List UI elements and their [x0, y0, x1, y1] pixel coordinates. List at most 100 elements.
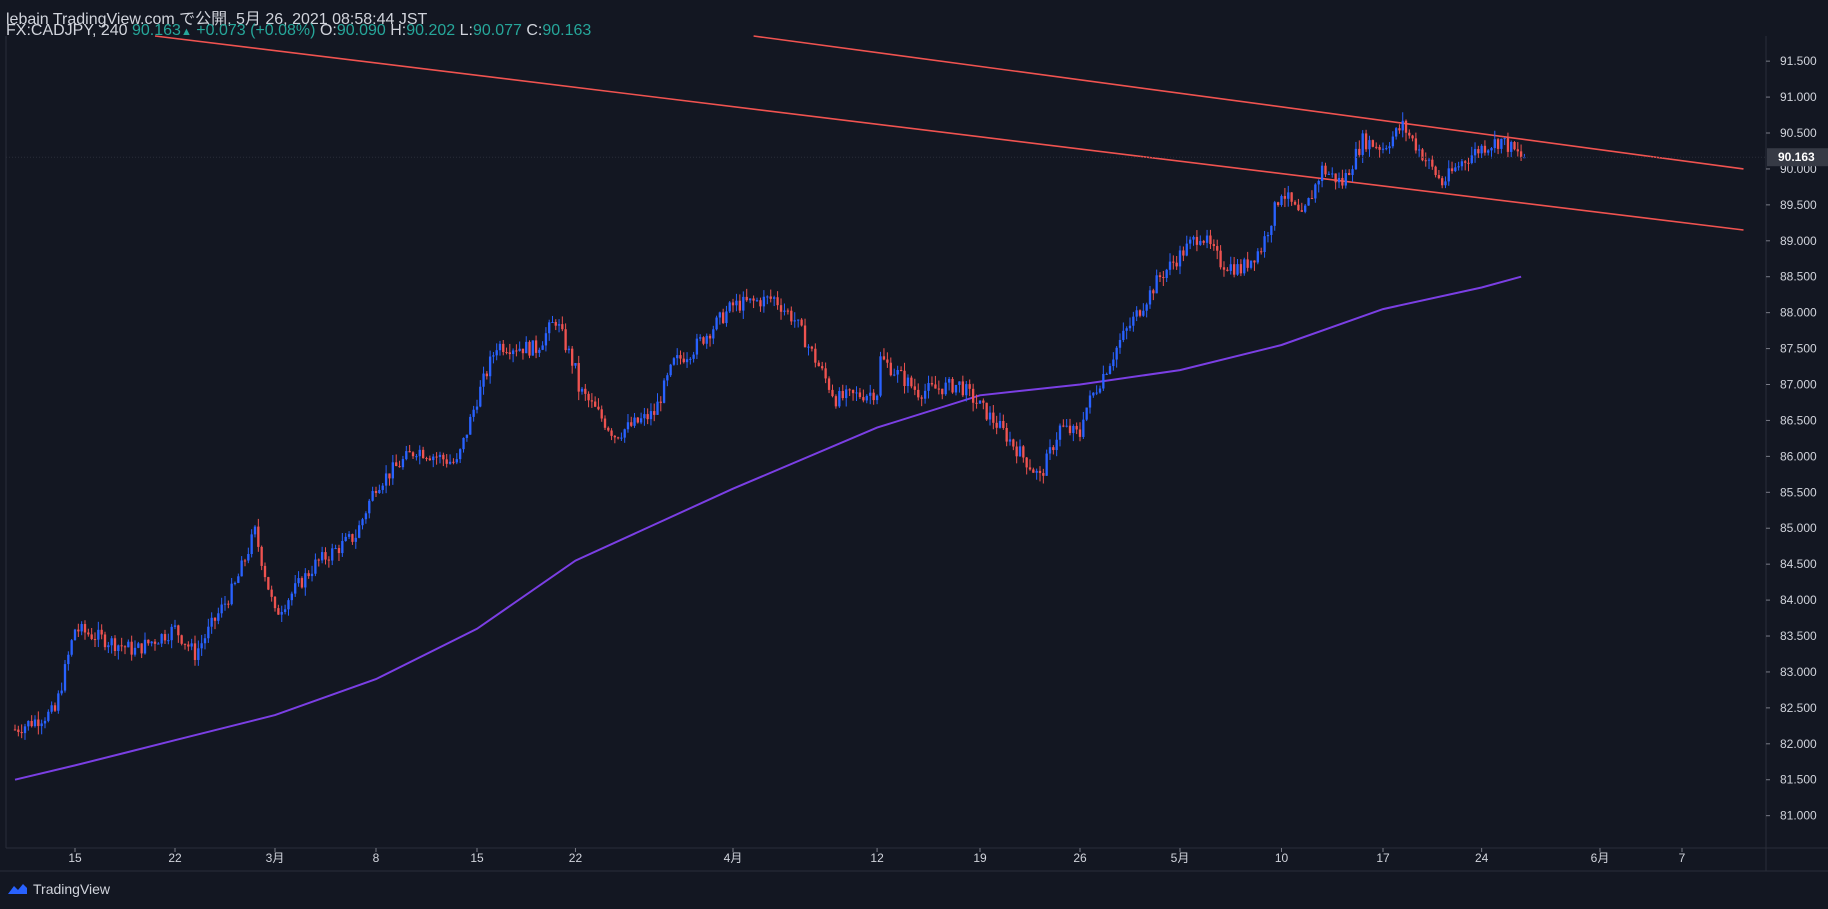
candle-body [1025, 457, 1028, 468]
candle-body [1018, 446, 1022, 457]
candle-body [435, 456, 438, 458]
candle-body [1202, 240, 1205, 243]
price-axis[interactable]: 81.000 81.500 82.000 82.500 83.000 83.500 84.0… [1766, 54, 1817, 823]
candle-body [1364, 133, 1368, 150]
candle-body [544, 333, 548, 346]
candle-body [886, 359, 889, 363]
candle-body [920, 397, 923, 399]
candle-body [1307, 198, 1310, 206]
candle-body [130, 641, 133, 655]
price-tick-label: 82.500 [1780, 701, 1817, 715]
candle-body [1421, 149, 1424, 161]
candle-body [851, 389, 855, 394]
candle-body [20, 731, 23, 734]
candle-body [327, 559, 331, 561]
time-tick-label: 8 [373, 851, 380, 865]
candle-body [1401, 120, 1404, 131]
candle-body [1487, 150, 1490, 153]
candle-body [810, 346, 814, 349]
candle-body [70, 640, 73, 655]
candle-body [896, 369, 899, 375]
candle-body [1035, 470, 1038, 473]
candle-body [807, 346, 810, 348]
candle-body [177, 625, 180, 636]
publish-info: lebain TradingView.com で公開, 5月 26, 2021 … [6, 5, 427, 29]
candle-body [745, 296, 748, 301]
candle-body [442, 454, 445, 460]
trendlines[interactable] [154, 35, 1744, 231]
candle-body [1055, 439, 1058, 451]
tradingview-footer[interactable]: TradingView [6, 881, 110, 897]
candle-body [848, 389, 851, 391]
candle-body [561, 324, 564, 330]
candle-body [411, 452, 415, 457]
candle-body [564, 329, 567, 351]
candle-body [1450, 168, 1454, 172]
candle-body [1414, 138, 1418, 151]
candle-body [1441, 178, 1444, 186]
candle-body [391, 462, 394, 479]
candle-body [1404, 120, 1408, 133]
candle-body [374, 490, 378, 494]
candle-body [515, 350, 518, 352]
candle-body [398, 466, 401, 468]
candle-body [1243, 259, 1246, 274]
candle-body [320, 552, 324, 561]
candle-body [827, 378, 831, 390]
candle-body [1192, 236, 1195, 240]
candle-body [1175, 262, 1178, 267]
candle-body [137, 643, 140, 648]
candle-body [1470, 155, 1473, 164]
price-tick-label: 88.500 [1780, 270, 1817, 284]
candle-body [247, 554, 250, 561]
symbol-label: FX:CADJPY, 240 [6, 22, 128, 39]
candle-body [213, 617, 217, 621]
candle-body [1351, 169, 1354, 176]
candle-body [498, 343, 502, 351]
candle-body [492, 355, 495, 357]
candle-body [954, 384, 958, 393]
candle-body [1155, 275, 1158, 294]
candle-body [766, 296, 769, 298]
candle-body [1424, 160, 1427, 162]
candle-body [280, 611, 283, 615]
price-tick-label: 85.000 [1780, 521, 1817, 535]
candle-body [508, 352, 511, 355]
candle-body [630, 422, 633, 426]
candle-body [240, 560, 243, 577]
candle-body [1434, 166, 1437, 176]
candle-body [577, 363, 580, 392]
candle-body [197, 648, 200, 660]
candle-body [452, 461, 455, 463]
candle-body [1358, 148, 1361, 155]
time-tick-label: 4月 [724, 851, 743, 865]
time-axis[interactable]: 15 22 3月 8 15 22 4月 12 19 26 5月 10 17 24 6月 7 [68, 848, 1686, 865]
candle-body [485, 373, 489, 377]
candle-body [170, 626, 173, 641]
candle-body [482, 373, 485, 387]
candle-body [479, 386, 482, 407]
candle-body [715, 317, 718, 330]
candle-body [1503, 138, 1506, 140]
candle-body [40, 723, 43, 727]
candle-body [227, 603, 230, 605]
candle-body [150, 641, 153, 644]
candle-body [1280, 196, 1283, 206]
candle-body [1168, 261, 1172, 270]
candle-body [1510, 142, 1513, 152]
candle-body [1516, 149, 1519, 152]
candle-body [824, 368, 827, 379]
candle-body [656, 401, 659, 415]
time-tick-label: 5月 [1171, 851, 1190, 865]
candle-body [800, 319, 803, 326]
candle-body [300, 578, 304, 588]
candle-body [438, 454, 442, 458]
candle-body [978, 400, 982, 404]
candle-body [676, 355, 679, 359]
candle-body [653, 411, 656, 415]
candle-body [1454, 167, 1457, 172]
candle-body [636, 417, 639, 423]
candle-body [593, 401, 597, 407]
price-tick-label: 81.500 [1780, 773, 1817, 787]
